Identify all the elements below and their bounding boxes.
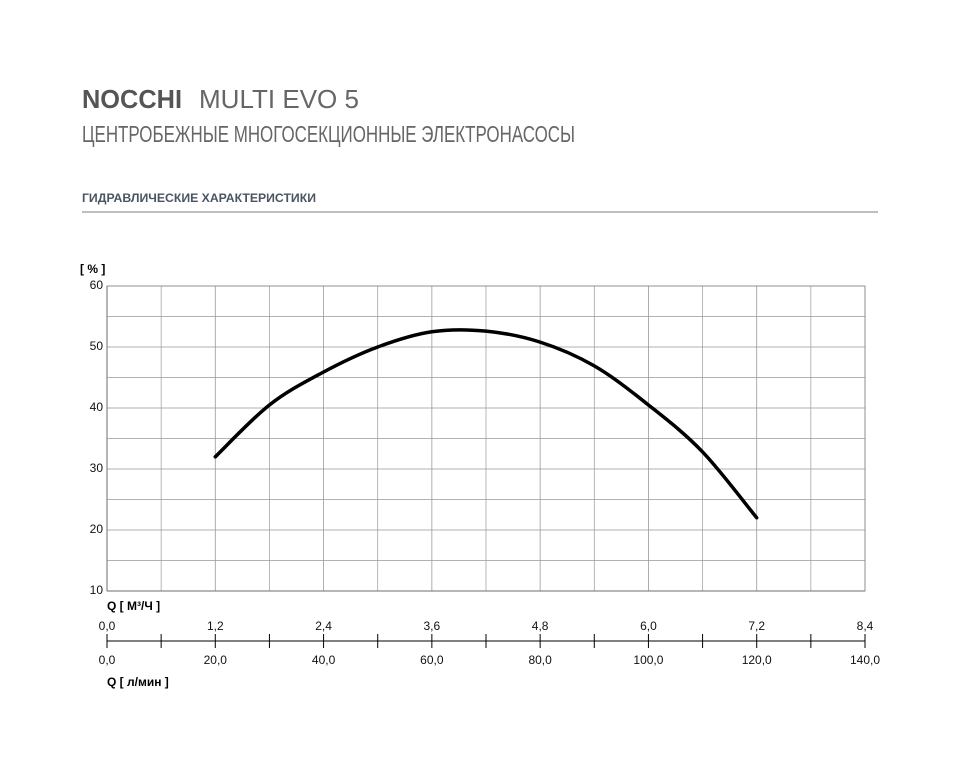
- y-tick-label: 30: [90, 461, 104, 475]
- x-tick-label: 0,0: [99, 653, 116, 667]
- x2-tick-label: 4,8: [532, 619, 549, 633]
- y-tick-label: 20: [90, 522, 104, 536]
- section-title: ГИДРАВЛИЧЕСКИЕ ХАРАКТЕРИСТИКИ: [82, 191, 316, 205]
- x-tick-label: 140,0: [850, 653, 880, 667]
- brand: NOCCHI: [82, 84, 182, 114]
- x2-tick-label: 3,6: [424, 619, 441, 633]
- x-axis-label: Q [ л/мин ]: [107, 675, 169, 689]
- x-tick-label: 40,0: [312, 653, 336, 667]
- y-tick-label: 50: [90, 339, 104, 353]
- x2-tick-label: 6,0: [640, 619, 657, 633]
- x-tick-label: 60,0: [420, 653, 444, 667]
- efficiency-curve: [213, 328, 759, 520]
- x2-tick-label: 1,2: [207, 619, 224, 633]
- y-axis-label: [ % ]: [80, 262, 105, 276]
- x2-tick-label: 8,4: [857, 619, 874, 633]
- y-tick-label: 10: [90, 583, 104, 597]
- y-tick-label: 40: [90, 400, 104, 414]
- plot-frame: [106, 285, 866, 592]
- x-tick-label: 20,0: [204, 653, 228, 667]
- x-tick-label: 100,0: [633, 653, 663, 667]
- subtitle: ЦЕНТРОБЕЖНЫЕ МНОГОСЕКЦИОННЫЕ ЭЛЕКТРОНАСО…: [82, 121, 575, 147]
- x-tick-label: 120,0: [742, 653, 772, 667]
- x2-tick-label: 7,2: [748, 619, 765, 633]
- x-tick-label: 80,0: [528, 653, 552, 667]
- x2-axis-label: Q [ M³/Ч ]: [107, 599, 160, 613]
- y-tick-label: 60: [90, 278, 104, 292]
- x2-tick-label: 2,4: [315, 619, 332, 633]
- model: MULTI EVO 5: [199, 84, 359, 114]
- x2-tick-label: 0,0: [99, 619, 116, 633]
